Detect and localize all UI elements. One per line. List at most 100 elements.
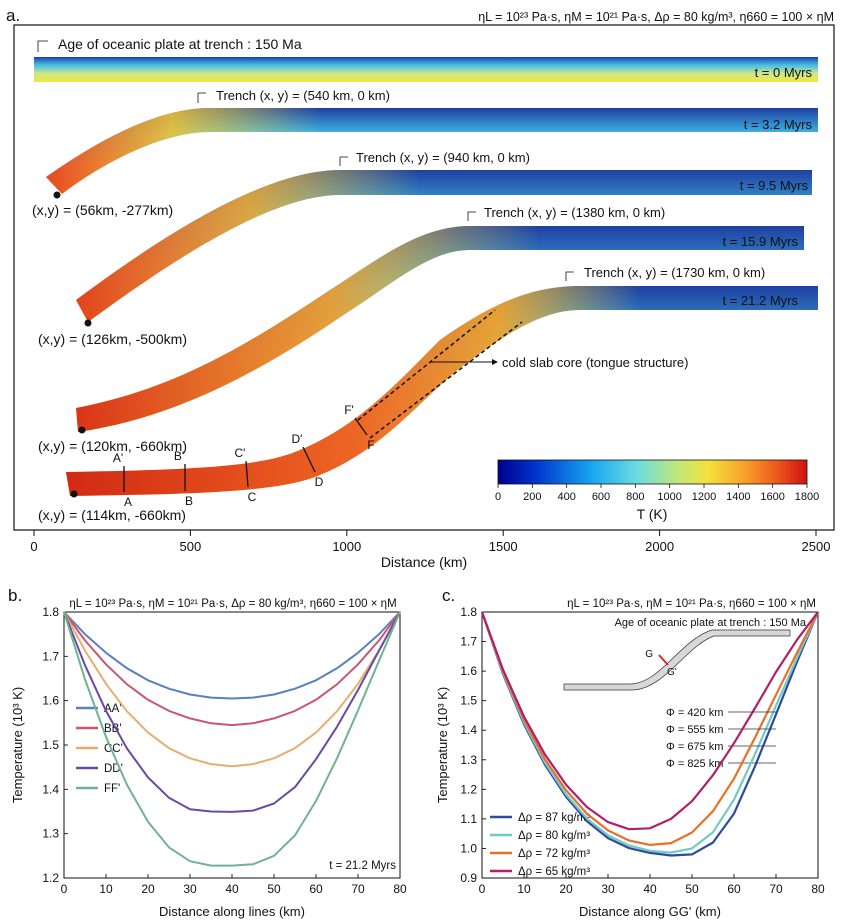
profile-label-top: D': [292, 432, 303, 446]
colorbar-tick-label: 1000: [657, 491, 681, 503]
colorbar-label: T (K): [637, 506, 668, 522]
age-arrow: [37, 40, 48, 52]
inset-label-g: G: [645, 649, 653, 660]
y-tick-label: 1.3: [460, 753, 477, 767]
panel-a: a. ηL = 10²³ Pa·s, ηM = 10²¹ Pa·s, Δρ = …: [6, 6, 835, 570]
panel-a-params: ηL = 10²³ Pa·s, ηM = 10²¹ Pa·s, Δρ = 80 …: [478, 10, 834, 24]
cold-core-outline: [369, 321, 523, 439]
slab-warm-overlay: [76, 226, 540, 432]
slab-tip-marker: [78, 426, 86, 434]
panel-c-y-label: Temperature (10³ K): [435, 687, 450, 803]
x-tick-label: 20: [559, 882, 573, 896]
phi-label: Φ = 555 km: [666, 724, 723, 736]
slab-body: [34, 57, 818, 82]
y-tick-label: 0.9: [460, 871, 477, 885]
profile-label-bottom: D: [315, 475, 324, 489]
x-tick-label: 80: [811, 882, 825, 896]
x-tick-label: 1500: [489, 539, 518, 554]
cold-core-outline: [357, 309, 496, 421]
y-tick-label: 1.1: [460, 812, 477, 826]
profile-label-top: F': [344, 403, 354, 417]
x-tick-label: 30: [183, 882, 197, 896]
x-tick-label: 50: [267, 882, 281, 896]
slab-tip-label: (x,y) = (126km, -500km): [38, 331, 187, 347]
y-tick-label: 1.0: [460, 841, 477, 855]
x-tick-label: 0: [479, 882, 486, 896]
y-tick-label: 1.5: [42, 738, 59, 752]
slab-t9-5: (x,y) = (126km, -500km) Trench (x, y) = …: [38, 150, 812, 347]
x-tick-label: 0: [61, 882, 68, 896]
slab-tip-marker: [84, 319, 92, 327]
panel-b: b. ηL = 10²³ Pa·s, ηM = 10²¹ Pa·s, Δρ = …: [8, 586, 407, 919]
slab-tip-marker: [70, 490, 78, 498]
colorbar: 0 200 400 600 800 1000 1200 1400 1600 1800 T (K): [495, 459, 819, 522]
x-tick-label: 70: [769, 882, 783, 896]
slab-time-label: t = 21.2 Myrs: [723, 293, 799, 308]
slab-tip-label: (x,y) = (114km, -660km): [38, 507, 186, 523]
profile-label-top: A': [113, 451, 123, 465]
panel-b-x-label: Distance along lines (km): [159, 904, 305, 919]
slab-t0: t = 0 Myrs Age of oceanic plate at trenc…: [34, 36, 818, 82]
y-tick-label: 1.3: [42, 827, 59, 841]
panel-b-title: ηL = 10²³ Pa·s, ηM = 10²¹ Pa·s, Δρ = 80 …: [69, 598, 396, 610]
colorbar-ticks: 0 200 400 600 800 1000 1200 1400 1600 1800: [495, 484, 819, 503]
x-tick-label: 2500: [802, 539, 831, 554]
x-tick-label: 70: [351, 882, 365, 896]
colorbar-tick-label: 800: [626, 491, 644, 503]
colorbar-tick-label: 400: [557, 491, 575, 503]
cold-core-label: cold slab core (tongue structure): [502, 355, 688, 370]
colorbar-gradient: [497, 459, 808, 485]
x-tick-label: 1000: [332, 539, 361, 554]
x-tick-label: 10: [99, 882, 113, 896]
panel-a-x-axis: 0 500 1000 1500 2000 2500: [30, 529, 831, 554]
legend-label: Δρ = 87 kg/m³: [518, 812, 590, 824]
trench-label: Trench (x, y) = (540 km, 0 km): [216, 88, 390, 103]
panel-a-label: a.: [6, 6, 20, 25]
colorbar-tick-label: 1400: [726, 491, 750, 503]
x-tick-label: 30: [601, 882, 615, 896]
slab-tip-label: (x,y) = (56km, -277km): [32, 202, 173, 218]
y-tick-label: 1.7: [460, 635, 477, 649]
x-tick-label: 40: [225, 882, 239, 896]
slab-t15-9: (x,y) = (120km, -660km) Trench (x, y) = …: [38, 205, 804, 454]
slab-warm-overlay: [76, 170, 420, 322]
trench-arrow: [339, 156, 348, 166]
profile-label-bottom: A: [124, 495, 132, 509]
y-tick-label: 1.2: [42, 871, 59, 885]
x-tick-label: 10: [517, 882, 531, 896]
profile-line: [354, 417, 368, 436]
age-note: Age of oceanic plate at trench : 150 Ma: [58, 36, 302, 52]
inset-slab-mesh: [563, 629, 791, 691]
colorbar-tick-label: 1200: [692, 491, 716, 503]
panel-b-annotation: t = 21.2 Myrs: [329, 860, 396, 872]
slab-t21-2: (x,y) = (114km, -660km) Trench (x, y) = …: [38, 265, 818, 523]
profile-label-bottom: C: [248, 490, 257, 504]
trench-label: Trench (x, y) = (1730 km, 0 km): [584, 265, 765, 280]
trench-arrow: [565, 271, 574, 281]
x-tick-label: 50: [685, 882, 699, 896]
x-tick-label: 40: [643, 882, 657, 896]
slab-time-label: t = 0 Myrs: [755, 65, 813, 80]
legend-label: CC': [104, 743, 123, 755]
x-tick-label: 20: [141, 882, 155, 896]
slab-tip-label: (x,y) = (120km, -660km): [38, 438, 187, 454]
trench-label: Trench (x, y) = (1380 km, 0 km): [484, 205, 665, 220]
series-line-3: [480, 611, 819, 847]
inset-section-line: [658, 654, 669, 666]
y-tick-label: 1.4: [460, 723, 477, 737]
profile-label-top: B': [174, 449, 184, 463]
panel-a-x-label: Distance (km): [381, 554, 467, 570]
panel-c-x-label: Distance along GG' (km): [579, 904, 721, 919]
colorbar-tick-label: 1600: [760, 491, 784, 503]
inset-title: Age of oceanic plate at trench : 150 Ma: [615, 617, 807, 629]
colorbar-tick-label: 1800: [795, 491, 819, 503]
y-tick-label: 1.8: [460, 605, 477, 619]
legend-label: FF': [104, 783, 120, 795]
legend-label: Δρ = 65 kg/m³: [518, 866, 590, 878]
panel-c-label: c.: [442, 586, 455, 605]
x-tick-label: 80: [393, 882, 407, 896]
y-tick-label: 1.2: [460, 782, 477, 796]
panel-c-title: ηL = 10²³ Pa·s, ηM = 10²¹ Pa·s, η660 = 1…: [567, 598, 816, 610]
panel-c: c. ηL = 10²³ Pa·s, ηM = 10²¹ Pa·s, η660 …: [435, 586, 825, 919]
x-tick-label: 0: [30, 539, 37, 554]
